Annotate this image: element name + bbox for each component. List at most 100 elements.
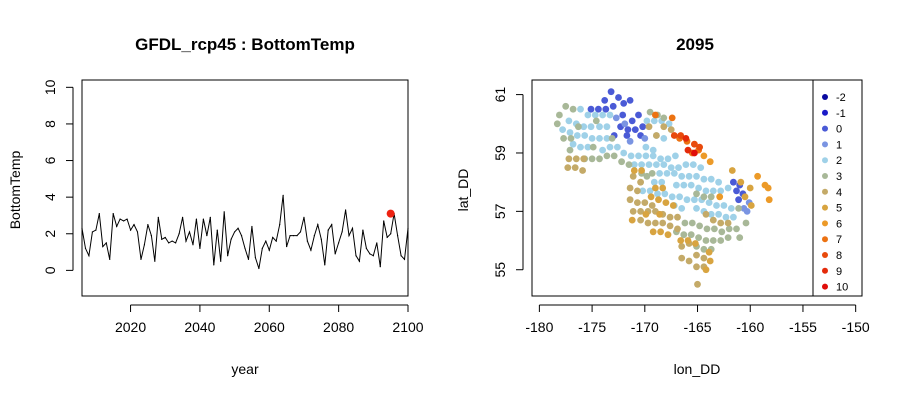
legend-swatch (822, 236, 828, 243)
series-point (372, 255, 374, 257)
station-point (603, 152, 611, 160)
highlight-point (386, 209, 395, 218)
station-point (566, 146, 574, 154)
station-point (654, 190, 661, 198)
station-point (639, 187, 647, 195)
legend: -2 -1 0 1 2 3 4 5 6 7 8 9 10 (812, 80, 848, 296)
station-point (722, 213, 730, 221)
series-point (344, 209, 347, 211)
legend-swatch (822, 94, 828, 100)
series-point (386, 236, 388, 239)
station-point (665, 120, 673, 128)
series-point (209, 216, 211, 218)
series-point (188, 231, 191, 233)
station-point (642, 143, 650, 151)
legend-label: 1 (836, 139, 842, 151)
right-data-layer (553, 88, 773, 288)
series-point (178, 233, 180, 235)
station-point (584, 143, 592, 151)
station-point (691, 196, 698, 204)
series-point (292, 234, 295, 237)
station-point (672, 152, 679, 160)
station-point (691, 149, 698, 157)
station-point (660, 114, 668, 122)
station-point (674, 225, 681, 233)
station-point (659, 219, 667, 227)
station-point (676, 193, 683, 201)
station-point (596, 155, 603, 163)
series-point (310, 249, 312, 251)
series-point (282, 194, 284, 196)
series-point (181, 216, 184, 218)
station-point (649, 228, 657, 236)
station-point (623, 132, 631, 139)
station-point (595, 105, 602, 113)
legend-swatch (822, 204, 828, 211)
legend-label: 2 (836, 155, 842, 167)
station-point (638, 167, 645, 174)
station-point (659, 184, 667, 192)
station-point (707, 193, 715, 201)
station-point (674, 213, 681, 221)
station-point (560, 135, 567, 142)
station-point (694, 280, 701, 288)
left-y-tick-label: 10 (42, 79, 58, 95)
station-point (678, 205, 686, 212)
station-point (649, 146, 657, 154)
right-y-tick-label: 57 (492, 203, 508, 219)
series-point (88, 255, 90, 257)
series-point (95, 229, 97, 231)
station-point (588, 135, 596, 142)
station-point (569, 105, 577, 113)
series-point (133, 224, 135, 226)
legend-label: -2 (836, 92, 846, 104)
station-point (693, 263, 700, 271)
station-point (647, 193, 655, 201)
station-point (644, 219, 652, 227)
station-point (705, 248, 713, 256)
series-point (223, 211, 225, 213)
left-y-axis-label: BottomTemp (7, 150, 23, 229)
series-point (390, 233, 392, 235)
station-point (730, 178, 737, 186)
series-point (84, 247, 87, 250)
right-y-axis-label: lat_DD (455, 169, 471, 212)
series-point (230, 238, 232, 240)
series-point (365, 247, 367, 250)
series-point (379, 266, 381, 268)
station-point (736, 234, 744, 242)
station-point (683, 196, 691, 204)
series-point (109, 258, 111, 260)
station-point (646, 108, 654, 116)
station-point (620, 100, 628, 107)
series-point (185, 240, 187, 242)
legend-swatch (822, 109, 828, 116)
legend-label: 8 (836, 250, 842, 262)
station-point (610, 152, 618, 160)
station-point (685, 172, 693, 180)
station-point (706, 257, 714, 265)
series-point (202, 218, 204, 220)
series-point (112, 213, 114, 215)
station-point (562, 102, 570, 110)
station-point (631, 126, 639, 133)
legend-swatch (822, 173, 828, 179)
station-point (603, 123, 611, 131)
station-point (693, 172, 700, 180)
station-point (685, 257, 693, 265)
series-point (299, 231, 302, 233)
series-point (192, 244, 194, 246)
station-point (733, 225, 740, 233)
station-point (581, 132, 589, 139)
time-series-panel: GFDL_rcp45 : BottomTemp 2020 2040 2060 2080… (7, 35, 424, 377)
station-point (599, 111, 606, 119)
station-point (696, 222, 703, 230)
station-point (599, 146, 606, 154)
series-point (279, 224, 281, 226)
map-scatter-panel: 2095 -180 -175 -170 -165 -160 -155 -150 555759… (455, 35, 870, 377)
legend-swatch (822, 157, 828, 164)
station-point (649, 152, 657, 160)
station-point (653, 161, 660, 169)
series-point (227, 255, 229, 257)
station-point (687, 181, 695, 189)
